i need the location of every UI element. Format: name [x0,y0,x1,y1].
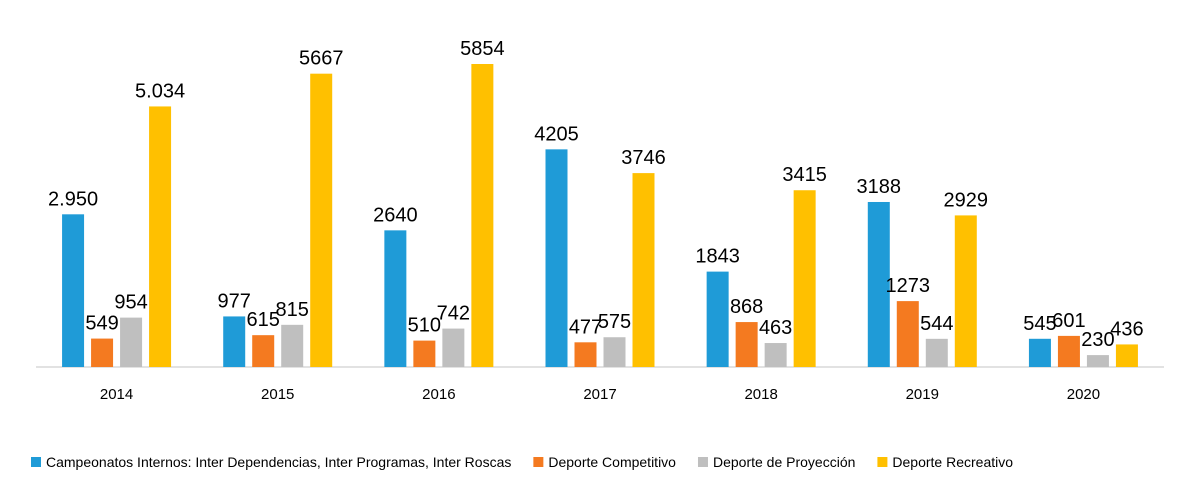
value-label-2015-series-3: 5667 [299,48,344,70]
bar-2017-series-2 [603,337,626,367]
value-label-2017-series-0: 4205 [534,123,579,145]
legend-label-series-3: Deporte Recreativo [892,454,1013,470]
value-label-2015-series-2: 815 [276,299,309,321]
legend-label-series-2: Deporte de Proyección [713,454,855,470]
value-label-2014-series-1: 549 [85,313,118,335]
x-tick-label-2019: 2019 [906,386,939,403]
value-label-2016-series-3: 5854 [460,38,505,60]
value-label-2020-series-2: 230 [1081,329,1114,351]
bar-2015-series-2 [281,324,304,367]
value-label-2020-series-1: 601 [1052,310,1085,332]
bar-2019-series-1 [896,301,919,367]
value-label-2016-series-2: 742 [437,303,470,325]
value-label-2017-series-2: 575 [598,311,631,333]
value-label-2016-series-0: 2640 [373,204,418,226]
bar-2018-series-3 [793,190,816,367]
bar-2014-series-2 [120,317,143,367]
value-label-2014-series-3: 5.034 [135,80,185,102]
bar-2016-series-3 [471,64,494,367]
bar-2018-series-0 [706,271,729,367]
bar-2015-series-1 [252,335,275,367]
bar-2017-series-0 [545,149,568,367]
value-label-2018-series-2: 463 [759,317,792,339]
bar-2017-series-3 [632,173,655,367]
bar-2017-series-1 [574,342,597,367]
bar-2018-series-2 [764,343,787,367]
legend-swatch-series-1 [533,457,544,467]
value-label-2018-series-1: 868 [730,296,763,318]
legend-swatch-series-2 [697,457,708,467]
x-tick-label-2016: 2016 [422,386,455,403]
value-label-2017-series-3: 3746 [621,147,666,169]
value-label-2020-series-3: 436 [1110,318,1143,340]
value-label-2017-series-1: 477 [569,316,602,338]
bar-2015-series-0 [223,316,246,367]
x-tick-label-2015: 2015 [261,386,294,403]
x-tick-labels-group: 2014 2015 2016 2017 2018 2019 2020 [100,386,1100,403]
value-label-2016-series-1: 510 [408,315,441,337]
bar-2014-series-1 [91,338,114,367]
legend-label-series-0: Campeonatos Internos: Inter Dependencias… [46,454,511,470]
value-label-2019-series-3: 2929 [944,189,989,211]
bar-2020-series-1 [1057,335,1080,367]
legend-swatch-series-0 [31,457,41,467]
bar-2019-series-3 [954,215,977,367]
x-tick-label-2017: 2017 [583,386,616,403]
bar-2015-series-3 [310,73,333,368]
legend: Campeonatos Internos: Inter Dependencias… [31,454,1013,470]
bar-2020-series-2 [1086,355,1109,367]
bar-2014-series-3 [149,106,172,367]
bar-2014-series-0 [62,214,85,367]
bar-2016-series-1 [413,340,436,367]
value-label-2014-series-2: 954 [114,292,147,314]
value-label-2018-series-3: 3415 [782,164,827,186]
value-label-2020-series-0: 545 [1023,313,1056,335]
value-label-2015-series-1: 615 [247,309,280,331]
x-tick-label-2014: 2014 [100,386,133,403]
bar-2020-series-3 [1115,344,1138,367]
bar-2016-series-0 [384,230,407,367]
bar-2018-series-1 [735,322,758,367]
legend-swatch-series-3 [877,457,888,467]
bars-group [62,64,1138,368]
bar-2019-series-2 [925,338,948,367]
bar-2016-series-2 [442,328,465,367]
x-tick-label-2020: 2020 [1067,386,1100,403]
x-tick-label-2018: 2018 [744,386,777,403]
bar-2019-series-0 [867,201,890,367]
value-label-2019-series-1: 1273 [886,275,931,297]
legend-label-series-1: Deporte Competitivo [548,454,676,470]
value-label-2015-series-0: 977 [218,290,251,312]
value-label-2018-series-0: 1843 [695,246,740,268]
value-label-2014-series-0: 2.950 [48,188,98,210]
bar-2020-series-0 [1028,338,1051,367]
value-label-2019-series-2: 544 [920,313,953,335]
value-label-2019-series-0: 3188 [857,176,902,198]
